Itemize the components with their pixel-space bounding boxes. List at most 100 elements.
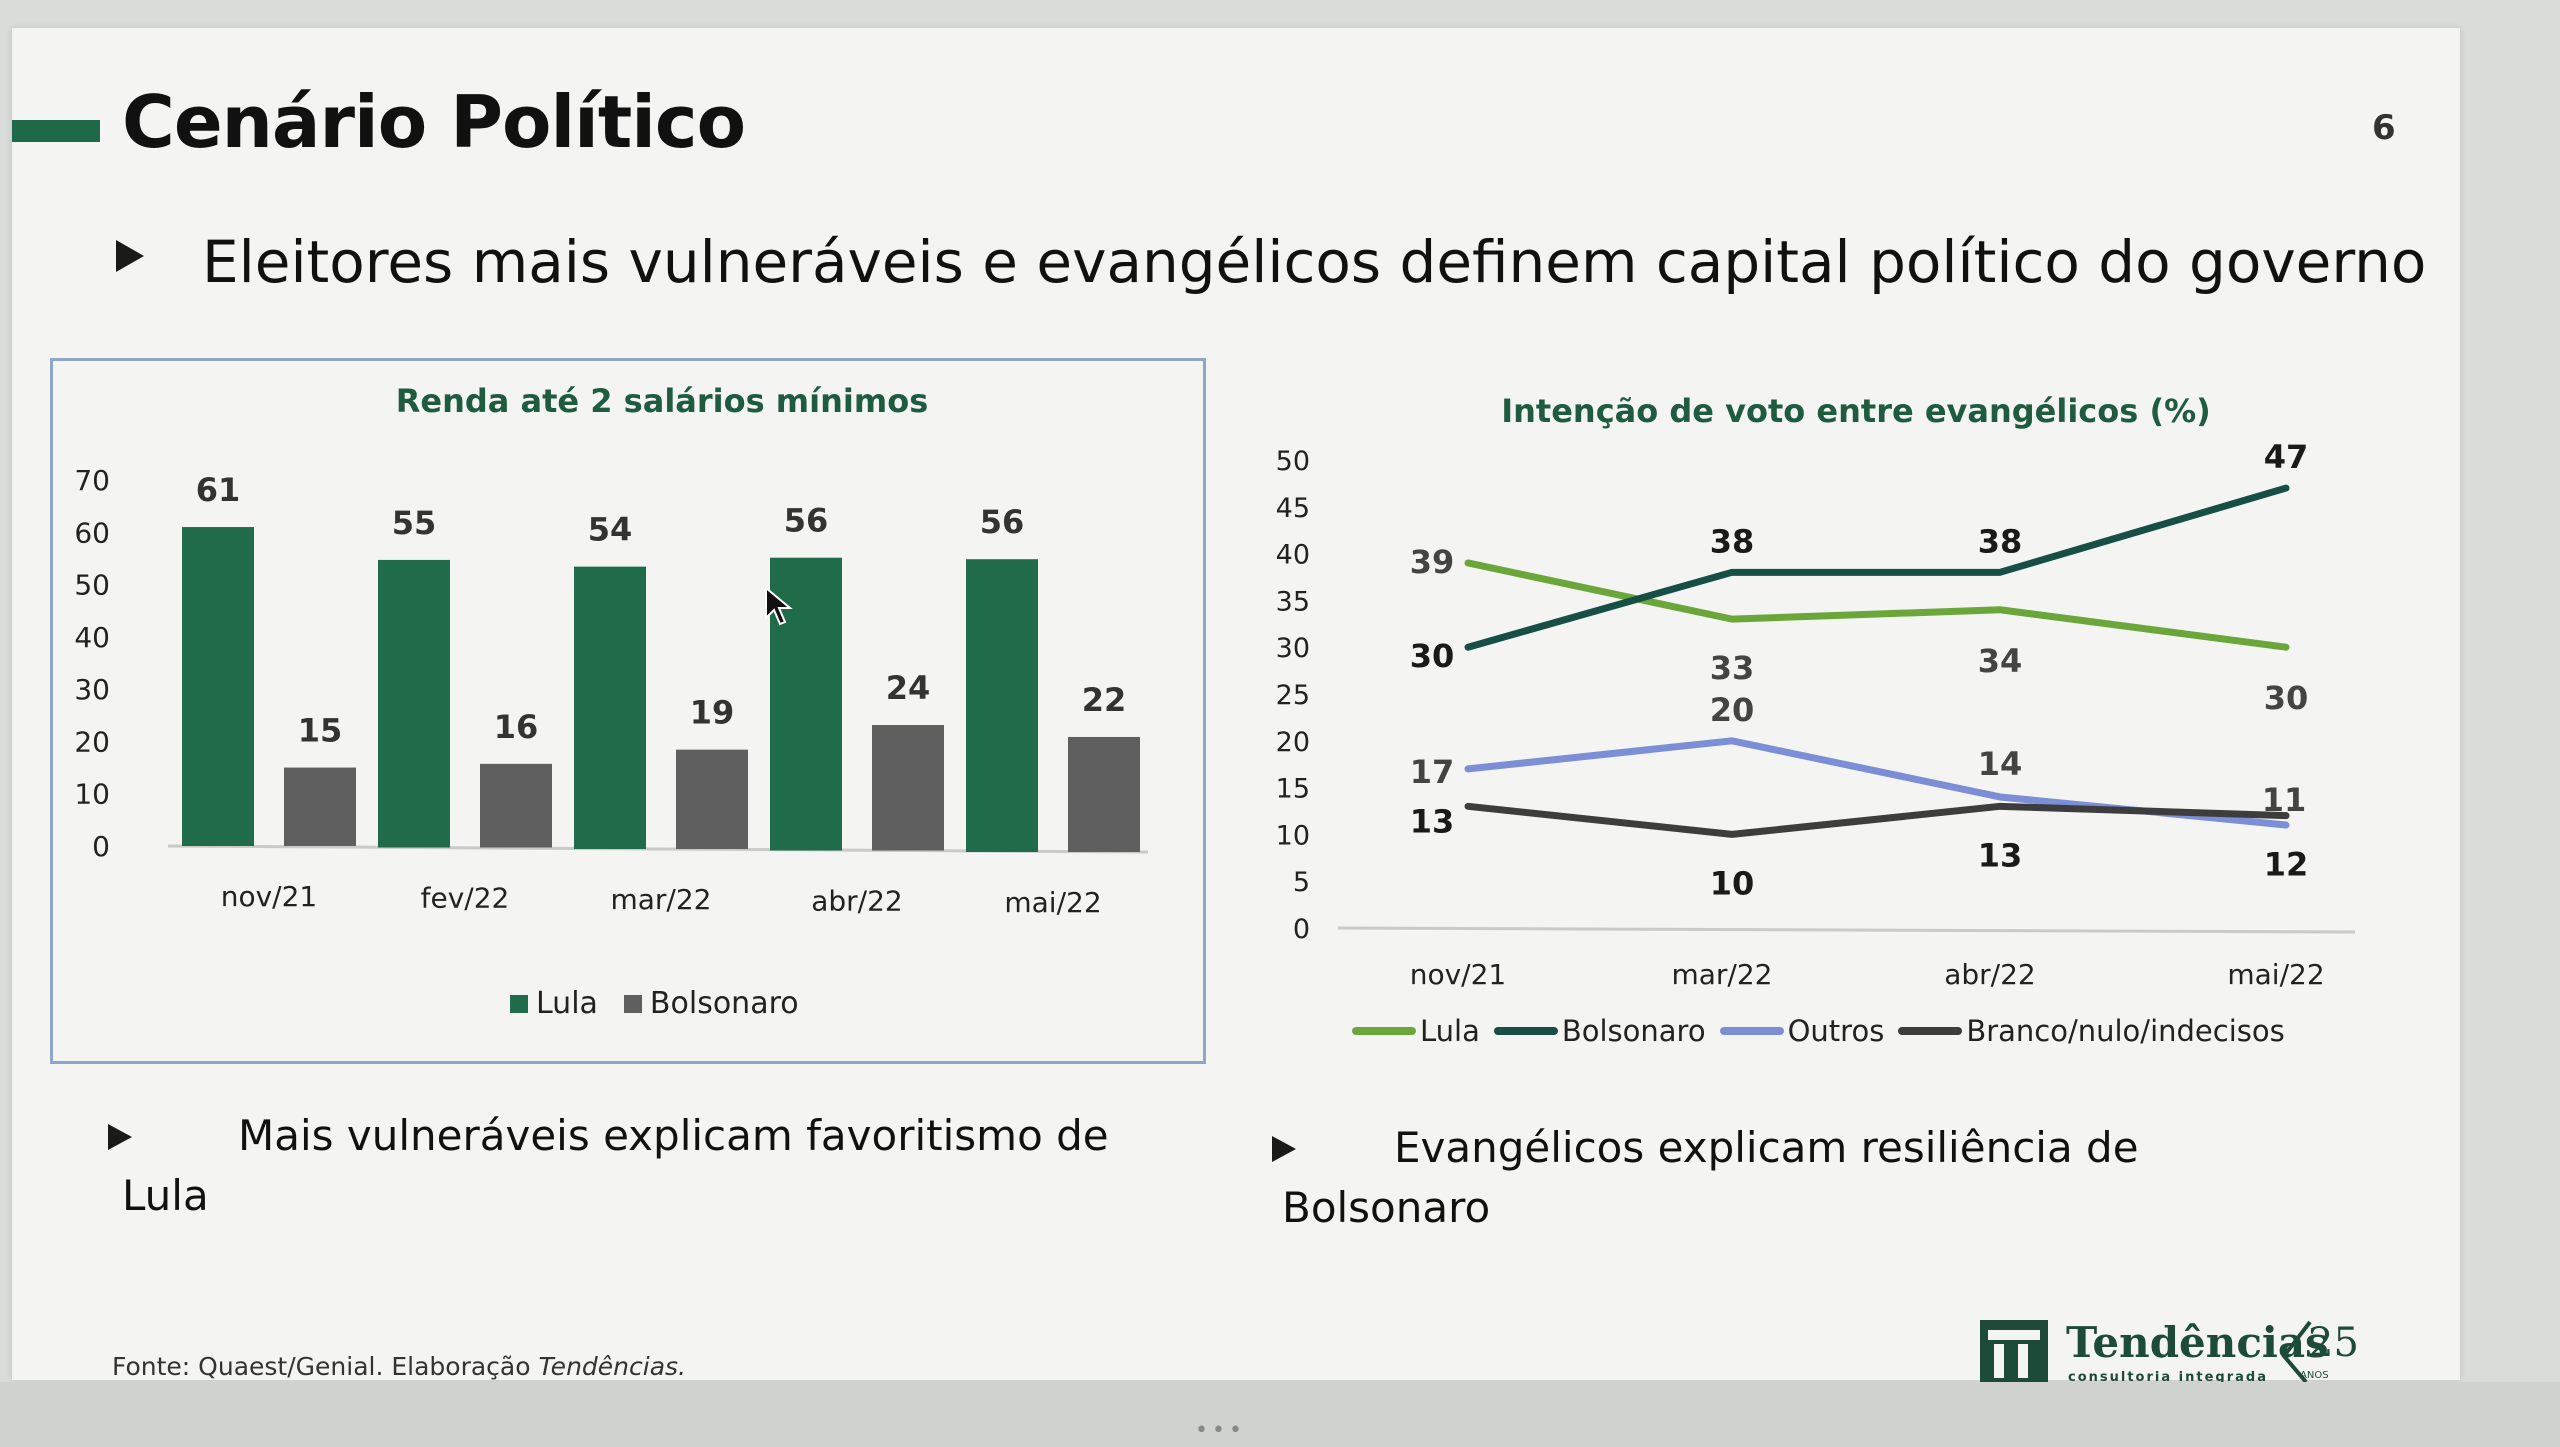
data-label: 61 [196,471,241,509]
title-accent-bar [12,120,100,142]
bottom-strip [0,1382,2560,1447]
y-tick-label: 15 [1276,774,1310,805]
bullet-arrow-icon [1272,1136,1296,1162]
y-tick-label: 5 [1293,867,1310,898]
legend-label-bolsonaro: Bolsonaro [1561,1014,1706,1048]
note-left-line1: Mais vulneráveis explicam favoritismo de [238,1111,1109,1160]
x-tick-label: abr/22 [1944,958,2036,991]
anniversary-badge-icon: 25 ANOS [2281,1320,2359,1384]
legend-label-lula: Lula [1420,1014,1480,1048]
y-tick-label: 50 [74,569,110,602]
data-label: 56 [980,503,1025,541]
data-label: 38 [1710,522,1755,560]
note-left-line2: Lula [122,1171,209,1220]
legend-label-bolsonaro: Bolsonaro [649,986,799,1021]
x-tick-label: mai/22 [2227,958,2324,991]
source-prefix: Fonte: Quaest/Genial. Elaboração [112,1352,539,1381]
tendencias-logo: Tendências consultoria integrada 25 ANOS [1980,1318,2360,1408]
bar-chart-x-axis: nov/21 fev/22 mar/22 abr/22 mai/22 [221,880,1102,919]
badge-number: 25 [2308,1320,2359,1366]
line-chart-x-axis: nov/21 mar/22 abr/22 mai/22 [1410,958,2325,991]
data-label: 54 [588,511,633,549]
bar-bolsonaro [676,749,748,849]
y-tick-label: 10 [1276,820,1310,851]
x-tick-label: mai/22 [1004,886,1101,919]
legend-item-lula: Lula [510,986,598,1021]
series-line-0 [1464,559,2290,651]
legend-line [1493,1027,1558,1035]
line-chart-y-axis: 0 5 10 15 20 25 30 35 40 45 50 [1276,446,2356,945]
data-label: 13 [1410,802,1455,840]
legend-item-bolsonaro: Bolsonaro [1493,1014,1706,1048]
y-tick-label: 30 [74,673,110,706]
note-right-line2: Bolsonaro [1282,1183,1491,1232]
slide: Cenário Político 6 Eleitores mais vulner… [12,28,2460,1386]
legend-label-outros: Outros [1787,1014,1885,1048]
bar-chart-bars: 61 15 55 16 54 19 56 24 56 22 [182,471,1140,852]
y-tick-label: 35 [1276,586,1310,617]
y-tick-label: 10 [74,778,110,811]
x-tick-label: fev/22 [421,882,510,915]
legend-item-lula: Lula [1352,1014,1480,1048]
bar-bolsonaro [480,763,552,848]
x-axis-line [1337,926,2356,934]
note-right-line1: Evangélicos explicam resiliência de [1394,1123,2139,1172]
data-label: 17 [1410,753,1455,791]
data-label: 15 [298,712,343,750]
bar-chart-y-axis: 0 10 20 30 40 50 60 70 [74,464,1149,863]
x-tick-label: nov/21 [221,880,318,913]
legend-swatch [510,994,528,1013]
data-label: 33 [1710,649,1755,687]
data-label: 19 [690,694,735,732]
bar-bolsonaro [872,725,944,851]
data-label: 14 [1978,745,2023,783]
data-label: 56 [784,502,829,540]
y-tick-label: 0 [1293,914,1310,945]
y-tick-label: 20 [1276,727,1310,758]
data-label: 30 [2264,679,2309,717]
x-tick-label: nov/21 [1410,958,1507,991]
y-tick-label: 40 [1276,540,1310,571]
bar-bolsonaro [1068,736,1140,852]
mouse-pointer-icon [765,586,793,626]
x-tick-label: mar/22 [1671,958,1772,991]
source-note: Fonte: Quaest/Genial. Elaboração Tendênc… [112,1352,686,1381]
series-line-1 [1464,484,2290,651]
data-label: 22 [1082,681,1127,719]
note-right: Evangélicos explicam resiliência de Bols… [1282,1118,2139,1238]
data-label: 10 [1710,864,1755,902]
x-tick-label: abr/22 [811,885,903,918]
data-label: 16 [494,708,539,746]
logo-mark-icon [1980,1320,2048,1386]
data-label: 24 [886,669,931,707]
data-label: 30 [1410,637,1455,675]
bar-chart-legend: Lula Bolsonaro [510,986,825,1021]
logo-tagline: consultoria integrada [2068,1370,2268,1385]
data-label: 38 [1978,522,2023,560]
x-tick-label: mar/22 [610,883,711,916]
legend-item-outros: Outros [1719,1014,1885,1048]
y-tick-label: 45 [1276,493,1310,524]
series-line-3 [1464,802,2290,838]
bar-chart-title: Renda até 2 salários mínimos [396,382,928,420]
page-number: 6 [2372,108,2396,148]
line-chart-legend: Lula Bolsonaro Outros Branco/nulo/indeci… [1352,1014,2285,1048]
data-label: 20 [1710,691,1755,729]
data-label: 34 [1978,642,2023,680]
data-label: 39 [1410,543,1455,581]
y-tick-label: 40 [74,621,110,654]
bullet-arrow-icon [108,1124,132,1150]
data-label: 47 [2264,438,2309,476]
y-tick-label: 50 [1276,446,1310,477]
y-tick-label: 0 [92,830,110,863]
data-label: 55 [392,504,437,542]
y-tick-label: 30 [1276,633,1310,664]
legend-label-lula: Lula [536,986,598,1021]
y-tick-label: 20 [74,725,110,758]
y-tick-label: 25 [1276,680,1310,711]
legend-line [1719,1027,1784,1035]
y-tick-label: 60 [74,516,110,549]
badge-text: ANOS [2300,1370,2329,1381]
bar-bolsonaro [284,767,356,846]
